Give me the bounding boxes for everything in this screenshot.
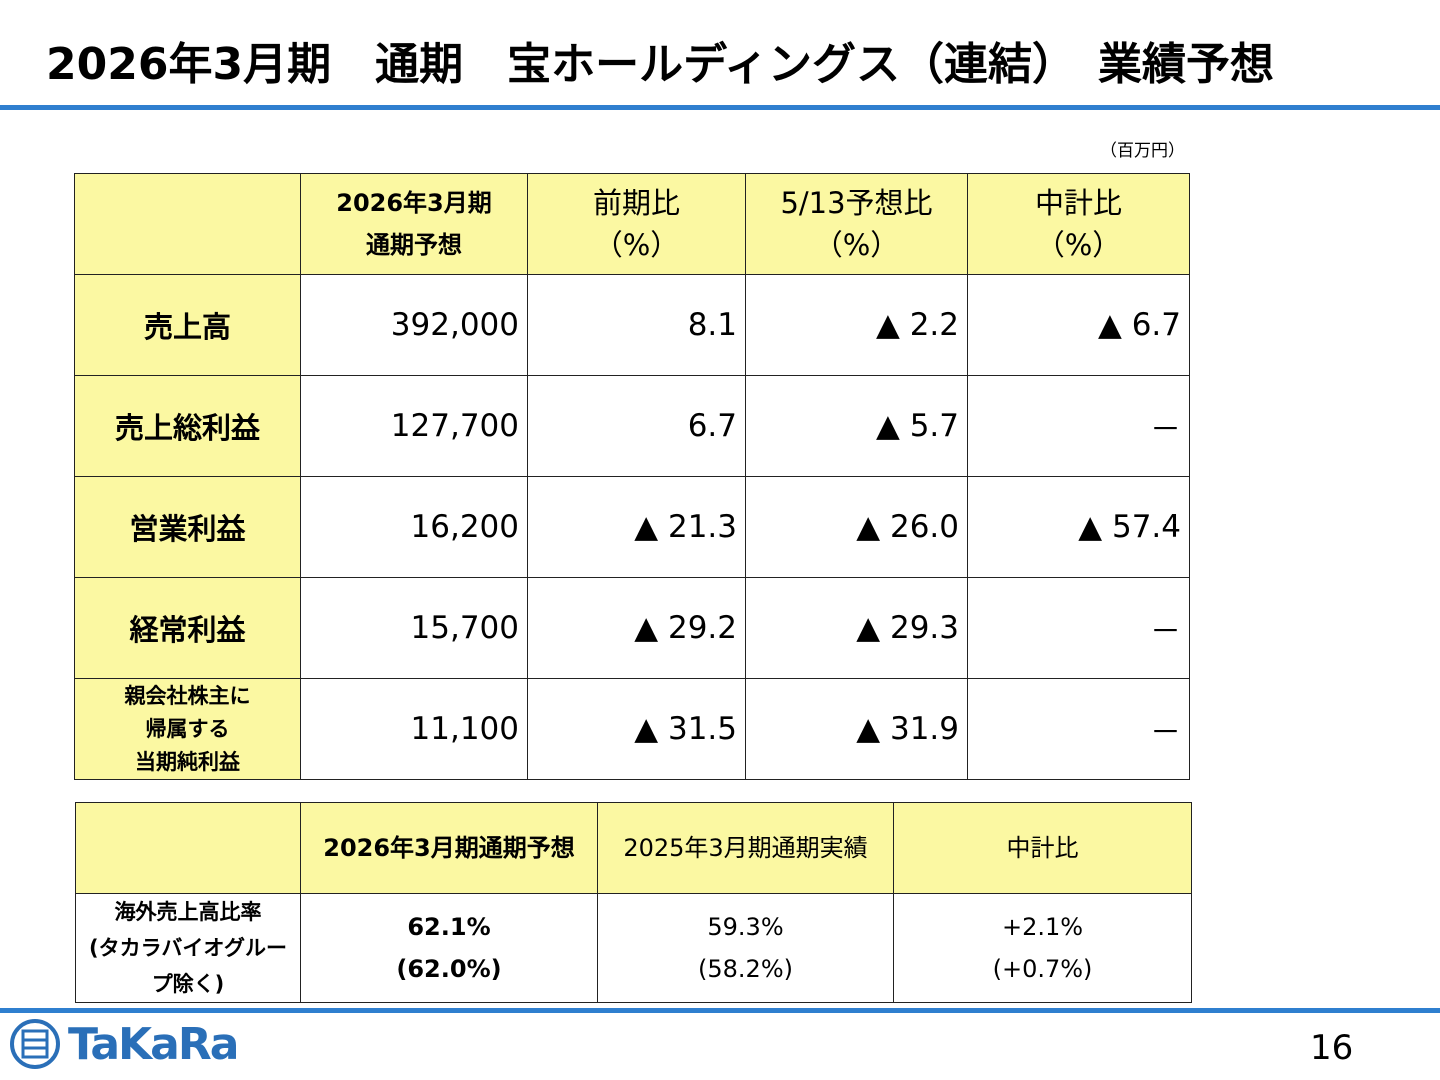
header-cell: 5/13予想比 （%）	[745, 173, 968, 275]
header-cell: 中計比 （%）	[967, 173, 1190, 275]
header-cell	[74, 173, 301, 275]
table-cell: 売上総利益	[74, 375, 301, 477]
forecast-table: 2026年3月期 通期予想 前期比 （%） 5/13予想比 （%） 中計比 （%） 売上…	[74, 173, 1190, 780]
header-cell: 2026年3月期通期予想	[300, 802, 598, 894]
table-row: 売上高 392,000 8.1 ▲ 2.2 ▲ 6.7	[74, 274, 1190, 376]
table-cell: 6.7	[527, 375, 746, 477]
table-cell: 親会社株主に 帰属する 当期純利益	[74, 678, 301, 780]
table-cell: ▲ 21.3	[527, 476, 746, 578]
table-row: 営業利益 16,200 ▲ 21.3 ▲ 26.0 ▲ 57.4	[74, 476, 1190, 578]
table-cell: 62.1% (62.0%)	[300, 893, 598, 1003]
table-cell: 127,700	[300, 375, 528, 477]
table-cell: ▲ 29.2	[527, 577, 746, 679]
table-cell: 売上高	[74, 274, 301, 376]
divider	[0, 105, 1440, 110]
table-row: 売上総利益 127,700 6.7 ▲ 5.7 －	[74, 375, 1190, 477]
table-cell: 経常利益	[74, 577, 301, 679]
table-cell: 392,000	[300, 274, 528, 376]
table-cell: 15,700	[300, 577, 528, 679]
table-cell: 営業利益	[74, 476, 301, 578]
table-row: 2026年3月期 通期予想 前期比 （%） 5/13予想比 （%） 中計比 （%）	[74, 173, 1190, 275]
table-row: 2026年3月期通期予想 2025年3月期通期実績 中計比	[75, 802, 1192, 894]
table-cell: 海外売上高比率 (タカラバイオグループ除く)	[75, 893, 301, 1003]
title: 2026年3月期 通期 宝ホールディングス（連結） 業績予想	[46, 39, 1274, 90]
table-cell: +2.1% (+0.7%)	[893, 893, 1192, 1003]
logo-text: TaKaRa	[68, 1018, 239, 1070]
header-cell: 2026年3月期 通期予想	[300, 173, 528, 275]
divider	[0, 1008, 1440, 1013]
table-cell: ▲ 26.0	[745, 476, 968, 578]
table-cell: ▲ 31.5	[527, 678, 746, 780]
table-row: 経常利益 15,700 ▲ 29.2 ▲ 29.3 －	[74, 577, 1190, 679]
table-cell: －	[967, 577, 1190, 679]
table-cell: ▲ 57.4	[967, 476, 1190, 578]
table-cell: －	[967, 678, 1190, 780]
table-cell: 8.1	[527, 274, 746, 376]
overseas-table: 2026年3月期通期予想 2025年3月期通期実績 中計比 海外売上高比率 (タカラバ…	[75, 802, 1192, 1003]
logo: TaKaRa	[8, 1018, 239, 1070]
header-cell	[75, 802, 301, 894]
header-cell: 前期比 （%）	[527, 173, 746, 275]
table-cell: ▲ 2.2	[745, 274, 968, 376]
table-cell: ▲ 5.7	[745, 375, 968, 477]
unit-note: （百万円）	[1100, 141, 1185, 161]
table-cell: ▲ 6.7	[967, 274, 1190, 376]
logo-icon	[10, 1019, 60, 1069]
table-cell: －	[967, 375, 1190, 477]
table-cell: 59.3% (58.2%)	[597, 893, 894, 1003]
page-number: 16	[1310, 1028, 1354, 1068]
table-row: 親会社株主に 帰属する 当期純利益 11,100 ▲ 31.5 ▲ 31.9 －	[74, 678, 1190, 780]
table-cell: 11,100	[300, 678, 528, 780]
header-cell: 中計比	[893, 802, 1192, 894]
table-cell: 16,200	[300, 476, 528, 578]
table-cell: ▲ 31.9	[745, 678, 968, 780]
header-cell: 2025年3月期通期実績	[597, 802, 894, 894]
table-cell: ▲ 29.3	[745, 577, 968, 679]
table-row: 海外売上高比率 (タカラバイオグループ除く) 62.1% (62.0%) 59.3%…	[75, 893, 1192, 1003]
